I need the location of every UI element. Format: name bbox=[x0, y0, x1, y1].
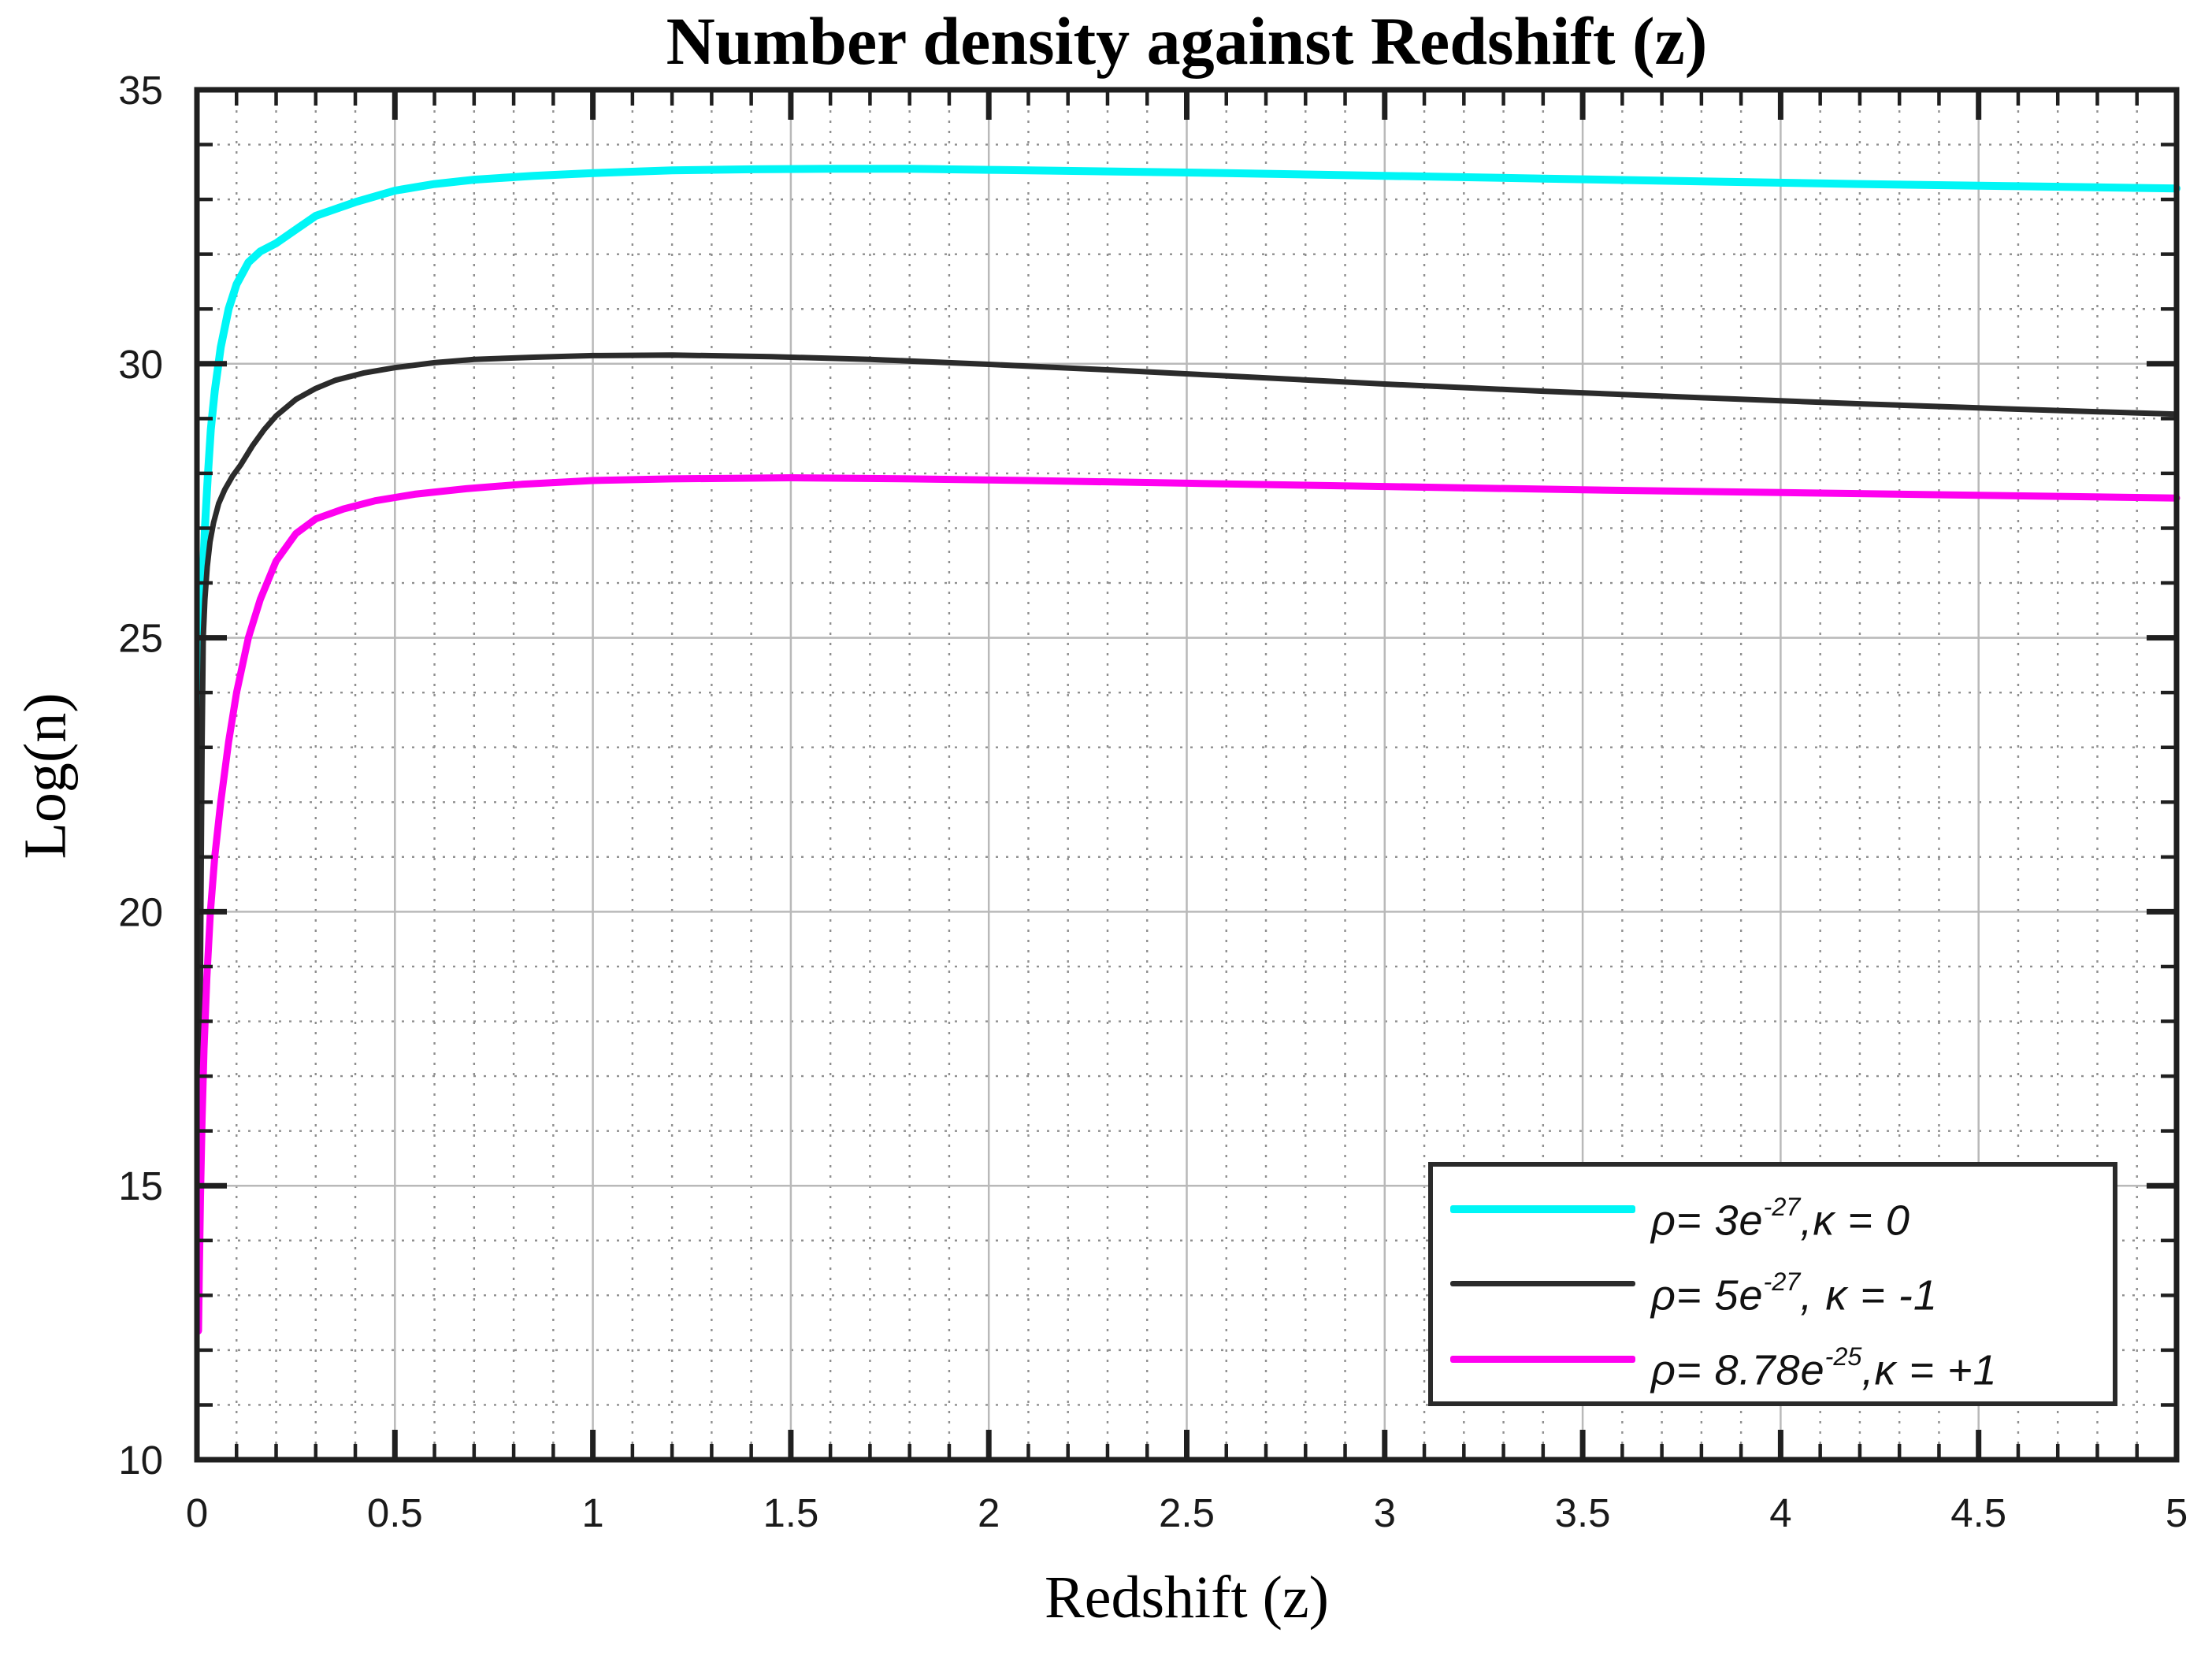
x-tick-label: 0 bbox=[186, 1490, 208, 1535]
y-tick-label: 35 bbox=[118, 68, 163, 113]
legend-line-sample-cyan bbox=[1450, 1204, 1635, 1213]
x-axis-label: Redshift (z) bbox=[1045, 1564, 1329, 1631]
legend-label-prefix: ρ= 8.78e bbox=[1651, 1346, 1825, 1394]
legend-label-exponent: -25 bbox=[1824, 1342, 1862, 1371]
legend-line-sample-magenta bbox=[1450, 1355, 1635, 1363]
x-tick-label: 3.5 bbox=[1555, 1490, 1611, 1535]
y-tick-label: 10 bbox=[118, 1438, 163, 1483]
legend-label: ρ= 5e-27, κ = -1 bbox=[1651, 1267, 1938, 1319]
legend-label: ρ= 8.78e-25,κ = +1 bbox=[1651, 1342, 1998, 1394]
tick-labels: 0 0.5 1 1.5 2 2.5 3 3.5 4 4.5 5 10 15 20 25 30 35 bbox=[118, 68, 2188, 1535]
x-tick-label: 2.5 bbox=[1159, 1490, 1215, 1535]
y-tick-label: 25 bbox=[118, 616, 163, 661]
y-axis-label: Log(n) bbox=[12, 692, 79, 859]
x-tick-label: 5 bbox=[2166, 1490, 2188, 1535]
legend-label-prefix: ρ= 5e bbox=[1651, 1271, 1764, 1319]
axes-frame-and-ticks bbox=[194, 87, 2180, 1463]
legend-line-sample-black bbox=[1450, 1281, 1635, 1287]
x-tick-label: 1.5 bbox=[763, 1490, 818, 1535]
x-tick-label: 4 bbox=[1769, 1490, 1791, 1535]
legend-label-exponent: -27 bbox=[1763, 1192, 1801, 1221]
legend: ρ= 3e-27,κ = 0 ρ= 5e-27, κ = -1 ρ= 8.78e… bbox=[1428, 1162, 2117, 1406]
legend-label-suffix: ,κ = 0 bbox=[1800, 1196, 1910, 1244]
legend-entry: ρ= 5e-27, κ = -1 bbox=[1433, 1258, 2113, 1319]
y-tick-label: 15 bbox=[118, 1164, 163, 1208]
legend-label-exponent: -27 bbox=[1763, 1267, 1801, 1296]
y-tick-label: 20 bbox=[118, 889, 163, 934]
x-tick-label: 1 bbox=[581, 1490, 603, 1535]
legend-entry: ρ= 3e-27,κ = 0 bbox=[1433, 1183, 2113, 1244]
x-tick-label: 0.5 bbox=[367, 1490, 423, 1535]
legend-entry: ρ= 8.78e-25,κ = +1 bbox=[1433, 1333, 2113, 1394]
x-tick-label: 2 bbox=[978, 1490, 1000, 1535]
legend-label-suffix: , κ = -1 bbox=[1800, 1271, 1938, 1319]
x-tick-label: 4.5 bbox=[1950, 1490, 2006, 1535]
legend-label-suffix: ,κ = +1 bbox=[1861, 1346, 1998, 1394]
curve-series-0 bbox=[194, 165, 2180, 834]
legend-label-prefix: ρ= 3e bbox=[1651, 1196, 1764, 1244]
y-tick-label: 30 bbox=[118, 342, 163, 387]
curve-series-1 bbox=[195, 352, 2180, 1326]
x-tick-label: 3 bbox=[1374, 1490, 1396, 1535]
chart-title: Number density against Redshift (z) bbox=[666, 3, 1708, 79]
legend-label: ρ= 3e-27,κ = 0 bbox=[1651, 1193, 1910, 1245]
